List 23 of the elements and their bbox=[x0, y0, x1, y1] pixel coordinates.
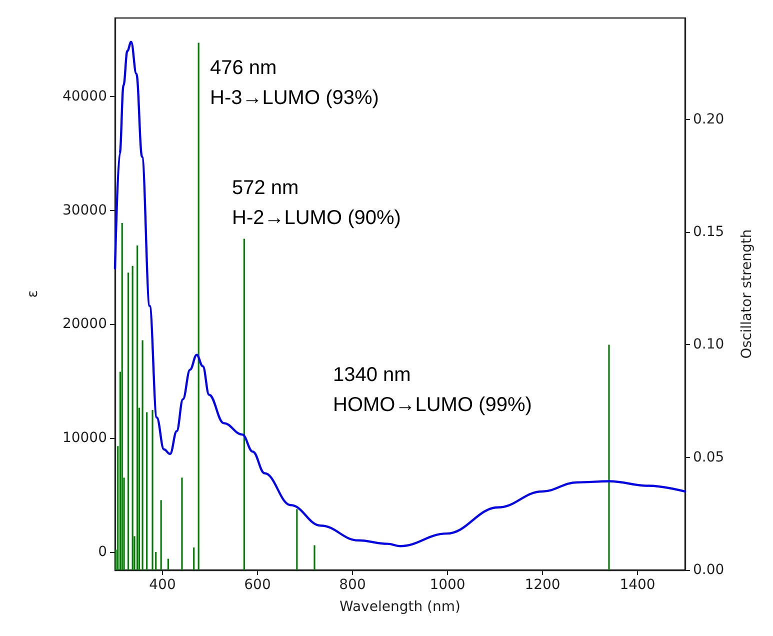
y-tick-label: 20000 bbox=[62, 316, 107, 332]
y2-tick-label: 0.05 bbox=[693, 449, 724, 466]
y2-tick-label: 0.15 bbox=[693, 224, 724, 240]
y2-axis-title: Oscillator strength bbox=[739, 229, 755, 359]
x-tick-label: 800 bbox=[339, 577, 366, 593]
x-axis-title: Wavelength (nm) bbox=[340, 599, 460, 615]
x-tick-label: 600 bbox=[244, 577, 271, 593]
x-tick-label: 400 bbox=[149, 577, 176, 593]
y2-tick-label: 0.10 bbox=[693, 336, 724, 353]
y-tick-label: 10000 bbox=[62, 430, 107, 446]
x-tick-label: 1200 bbox=[524, 577, 560, 593]
annotation: 1340 nm HOMO→LUMO (99%) bbox=[333, 364, 532, 416]
annotation: 476 nm H-3→LUMO (93%) bbox=[210, 57, 379, 109]
annotation: 572 nm H-2→LUMO (90%) bbox=[232, 177, 401, 229]
y-axis-title: ε bbox=[25, 290, 41, 298]
y2-tick-label: 0.00 bbox=[693, 562, 724, 578]
y-tick-label: 30000 bbox=[62, 202, 107, 218]
y2-tick-label: 0.20 bbox=[693, 111, 724, 128]
x-tick-label: 1000 bbox=[430, 577, 466, 593]
y-tick-label: 0 bbox=[98, 544, 107, 560]
y-tick-label: 40000 bbox=[62, 88, 107, 105]
x-tick-label: 1400 bbox=[620, 577, 656, 593]
line-series bbox=[114, 40, 686, 548]
